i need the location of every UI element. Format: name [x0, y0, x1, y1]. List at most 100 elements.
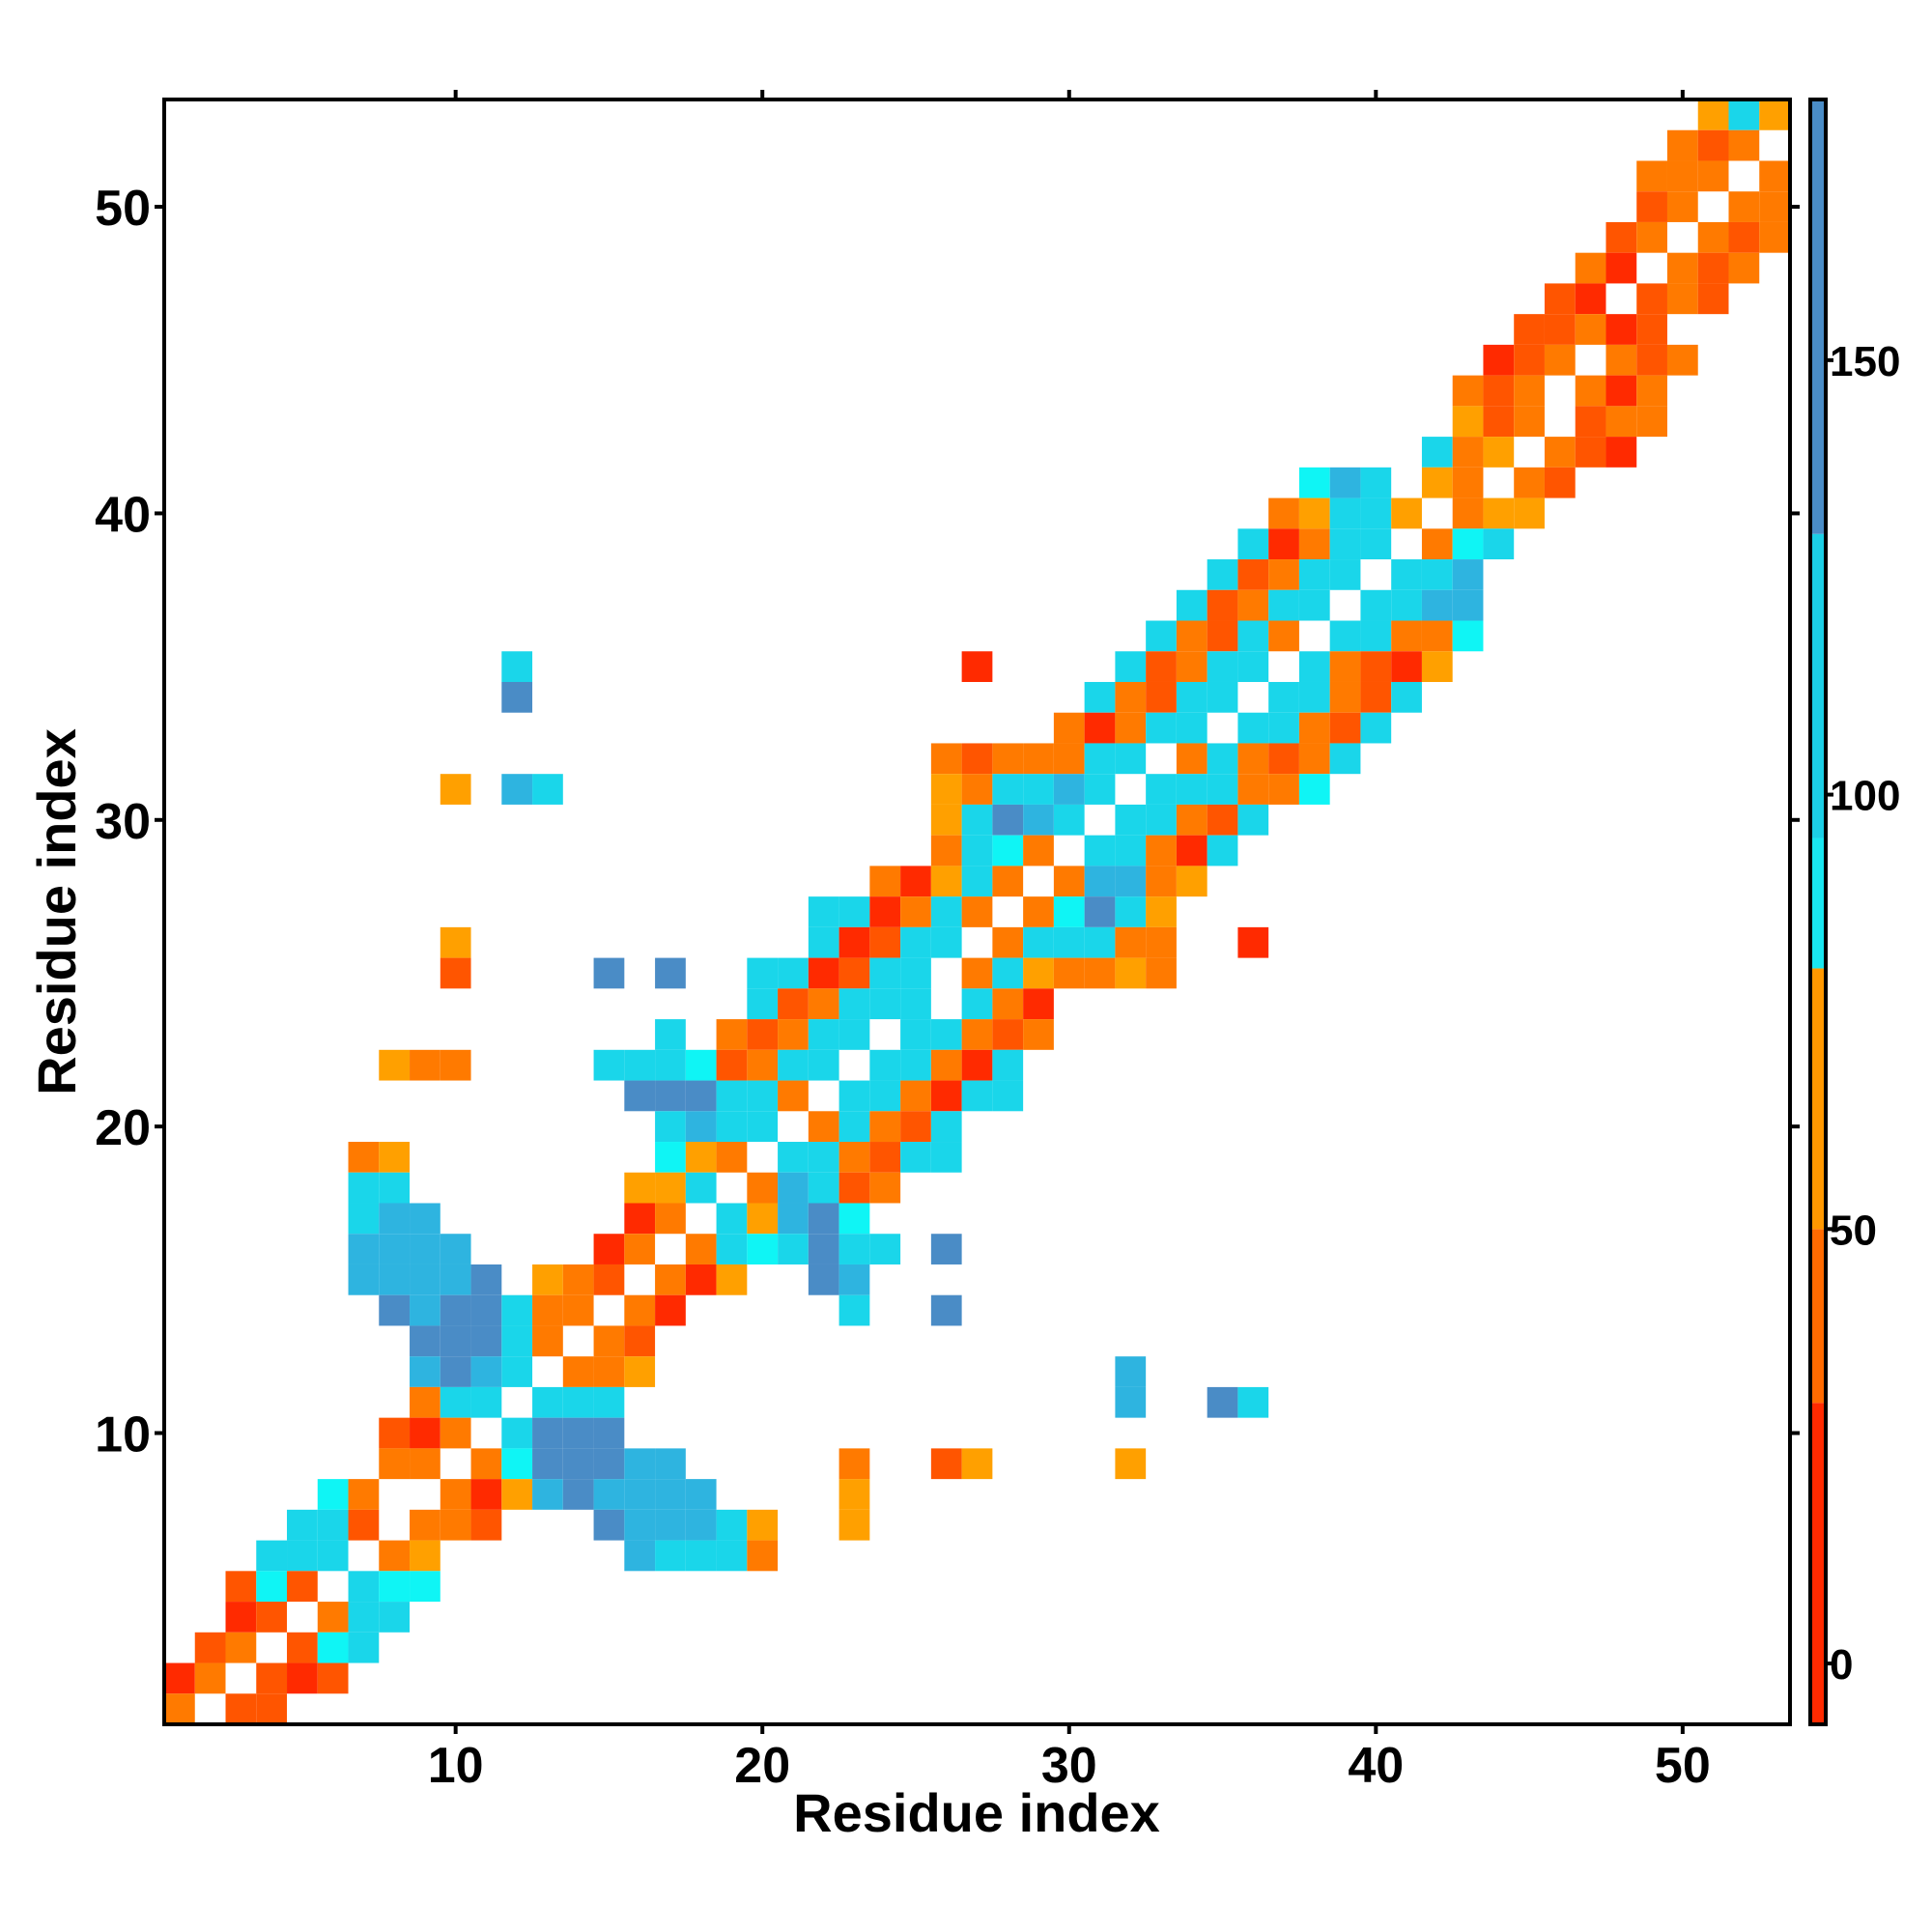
y-tick-label: 40	[95, 487, 151, 543]
heatmap-cell	[501, 1325, 533, 1357]
heatmap-cell	[1329, 620, 1361, 652]
heatmap-cell	[1207, 620, 1238, 652]
heatmap-cell	[470, 1509, 502, 1541]
heatmap-cell	[1237, 743, 1269, 775]
heatmap-cell	[256, 1662, 288, 1694]
heatmap-cell	[900, 1019, 931, 1050]
heatmap-cell	[961, 866, 993, 897]
heatmap-cell	[225, 1571, 257, 1603]
heatmap-cell	[930, 804, 962, 836]
heatmap-cell	[1391, 651, 1422, 682]
colorbar-tick-label: 150	[1830, 338, 1900, 385]
heatmap-cell	[1636, 344, 1667, 376]
heatmap-cell	[1053, 957, 1085, 989]
heatmap-cell	[1421, 589, 1453, 621]
heatmap-cell	[716, 1234, 748, 1264]
heatmap-cell	[961, 774, 993, 805]
heatmap-cell	[470, 1264, 502, 1295]
heatmap-cell	[1483, 497, 1515, 529]
heatmap-cell	[1575, 252, 1606, 284]
heatmap-cell	[1084, 681, 1116, 713]
heatmap-cell	[869, 1142, 901, 1173]
heatmap-cell	[1176, 835, 1208, 867]
heatmap-cell	[1023, 957, 1054, 989]
heatmap-cell	[838, 1479, 870, 1510]
heatmap-cell	[930, 1111, 962, 1143]
heatmap-cell	[1452, 589, 1484, 621]
heatmap-cell	[256, 1540, 288, 1572]
heatmap-cell	[992, 866, 1024, 897]
heatmap-cell	[1636, 221, 1667, 253]
heatmap-cell	[1605, 406, 1637, 438]
heatmap-cell	[317, 1540, 349, 1572]
heatmap-cell	[930, 1080, 962, 1112]
heatmap-cell	[1115, 1356, 1147, 1387]
heatmap-cell	[1483, 375, 1515, 407]
heatmap-cell	[992, 774, 1024, 805]
heatmap-cell	[1329, 651, 1361, 682]
heatmap-cell	[900, 1049, 931, 1081]
heatmap-cell	[1514, 406, 1545, 438]
heatmap-cell	[1084, 896, 1116, 927]
heatmap-cell	[930, 1019, 962, 1050]
heatmap-cell	[1636, 283, 1667, 315]
heatmap-cell	[778, 988, 809, 1020]
heatmap-cell	[1329, 528, 1361, 560]
heatmap-cell	[1329, 467, 1361, 498]
heatmap-cell	[1053, 743, 1085, 775]
heatmap-cell	[1115, 957, 1147, 989]
heatmap-cell	[1697, 221, 1729, 253]
heatmap-cell	[348, 1571, 380, 1603]
heatmap-cell	[624, 1294, 656, 1326]
heatmap-cell	[1268, 497, 1299, 529]
heatmap-cell	[1360, 712, 1392, 744]
heatmap-cell	[194, 1662, 226, 1694]
heatmap-cell	[1605, 314, 1637, 345]
heatmap-cell	[992, 804, 1024, 836]
heatmap-cell	[593, 1417, 625, 1449]
heatmap-cell	[1697, 283, 1729, 315]
heatmap-cell	[1605, 252, 1637, 284]
heatmap-cell	[1207, 774, 1238, 805]
heatmap-cell	[348, 1203, 380, 1235]
heatmap-cell	[317, 1509, 349, 1541]
heatmap-cell	[1452, 437, 1484, 468]
heatmap-cell	[992, 1019, 1024, 1050]
heatmap-cell	[1636, 314, 1667, 345]
heatmap-cell	[1666, 252, 1698, 284]
heatmap-cell	[440, 1509, 471, 1541]
heatmap-cell	[900, 1142, 931, 1173]
heatmap-cell	[1053, 712, 1085, 744]
heatmap-cell	[624, 1509, 656, 1541]
heatmap-cell	[685, 1142, 717, 1173]
heatmap-cell	[778, 1019, 809, 1050]
heatmap-cell	[992, 1049, 1024, 1081]
heatmap-cell	[900, 1111, 931, 1143]
heatmap-cell	[470, 1356, 502, 1387]
heatmap-cell	[348, 1142, 380, 1173]
heatmap-cell	[379, 1294, 411, 1326]
heatmap-cell	[410, 1386, 440, 1418]
heatmap-cell	[1023, 804, 1054, 836]
heatmap-cell	[1298, 681, 1330, 713]
heatmap-cell	[747, 1540, 779, 1572]
heatmap-cell	[317, 1479, 349, 1510]
heatmap-cell	[747, 988, 779, 1020]
heatmap-cell	[930, 896, 962, 927]
heatmap-cell	[379, 1203, 411, 1235]
y-tick-label: 50	[95, 181, 151, 237]
heatmap-cell	[838, 1264, 870, 1295]
heatmap-cell	[808, 1234, 839, 1264]
heatmap-cell	[1146, 804, 1177, 836]
heatmap-cell	[225, 1632, 257, 1663]
heatmap-cell	[685, 1264, 717, 1295]
colorbar-tick-label: 0	[1830, 1641, 1853, 1689]
heatmap-cell	[778, 1049, 809, 1081]
heatmap-cell	[1452, 406, 1484, 438]
heatmap-cell	[501, 1356, 533, 1387]
heatmap-cell	[747, 1080, 779, 1112]
heatmap-cell	[1452, 375, 1484, 407]
heatmap-cell	[410, 1234, 440, 1264]
colorbar-tick-label: 50	[1830, 1207, 1877, 1254]
heatmap-cell	[501, 651, 533, 682]
